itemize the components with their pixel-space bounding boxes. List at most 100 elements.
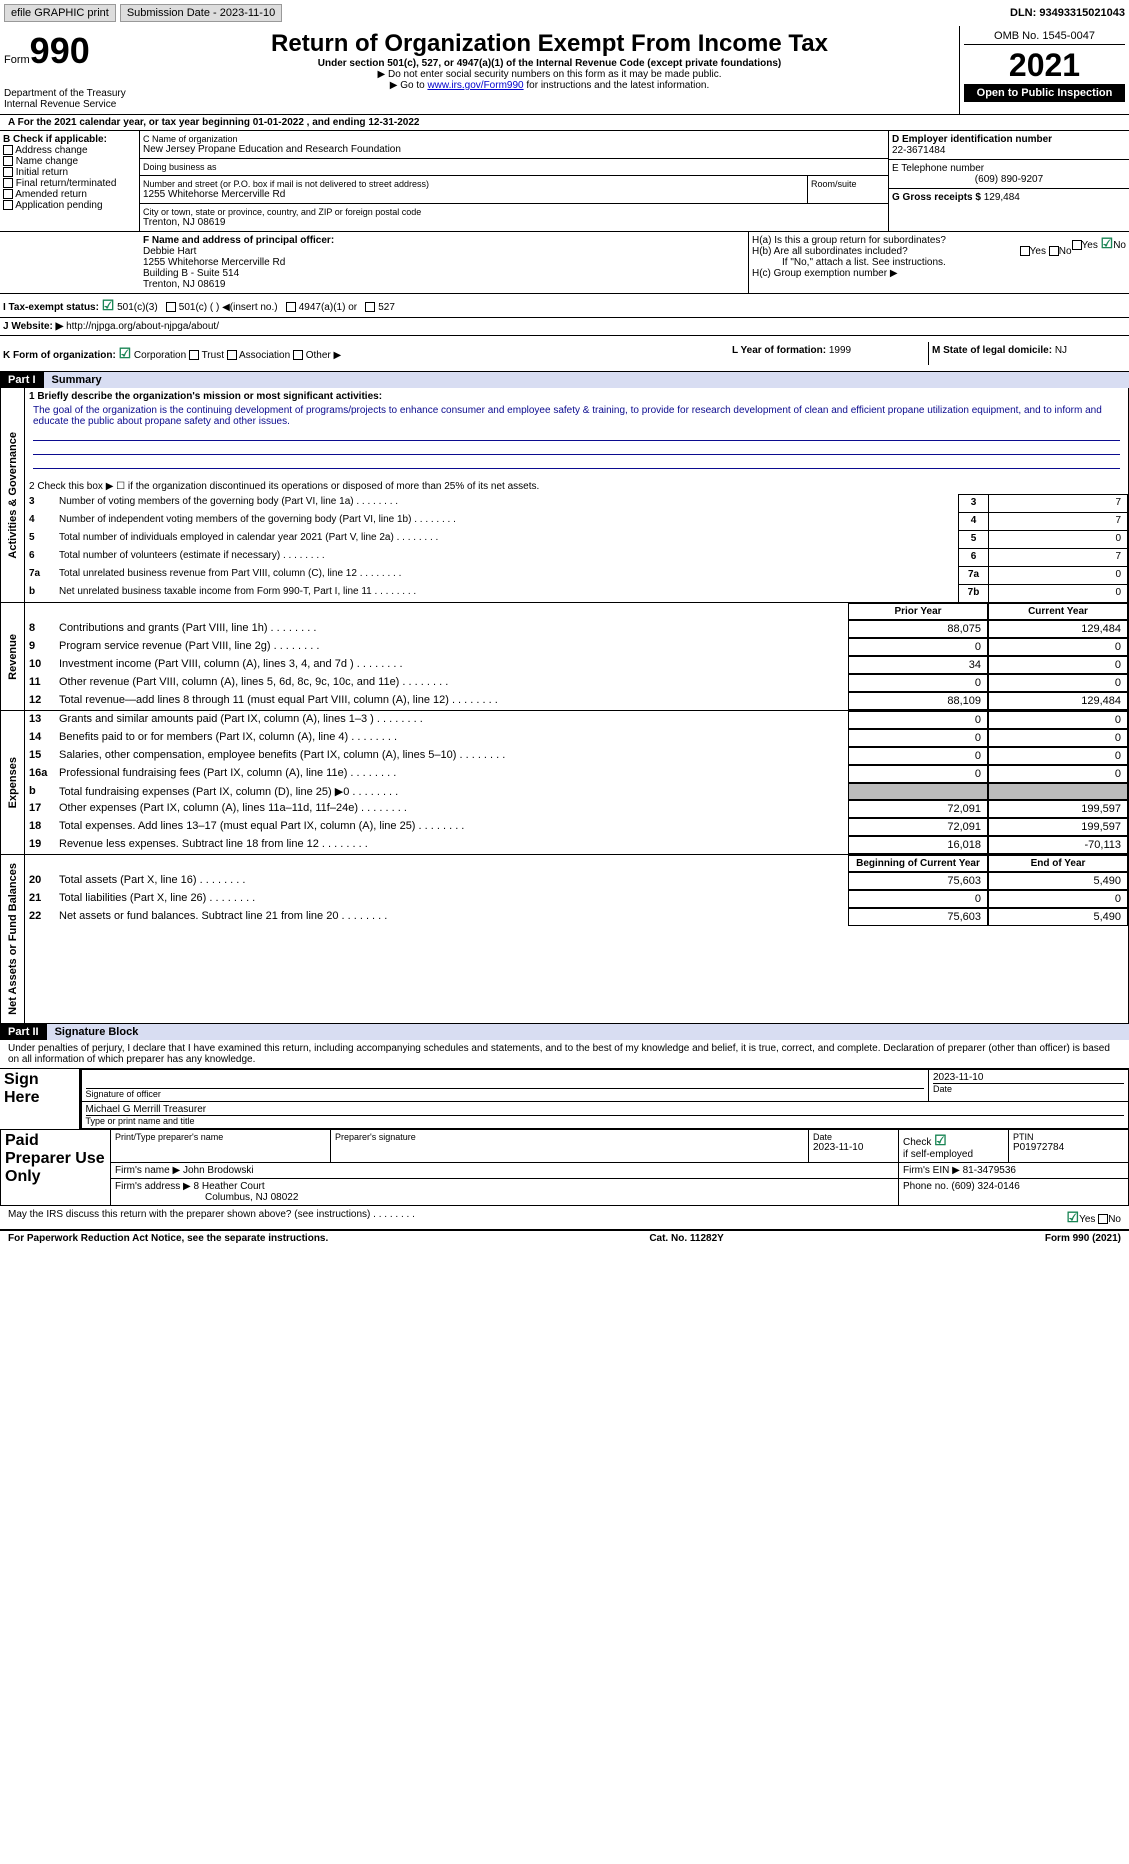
sign-here-label: Sign Here: [0, 1069, 80, 1128]
row-label: Total fundraising expenses (Part IX, col…: [55, 783, 848, 800]
ein-value: 22-3671484: [892, 145, 1126, 156]
data-row: 22 Net assets or fund balances. Subtract…: [25, 908, 1128, 926]
tax-year: 2021: [964, 47, 1125, 84]
paid-preparer-label: Paid Preparer Use Only: [1, 1129, 111, 1205]
ptin-label: PTIN: [1013, 1132, 1124, 1142]
row-value: 7: [988, 512, 1128, 530]
prep-sig-label: Preparer's signature: [335, 1132, 804, 1142]
section-a: A For the 2021 calendar year, or tax yea…: [0, 115, 1129, 131]
no-label: No: [1113, 240, 1126, 251]
firm-city: Columbus, NJ 08022: [115, 1192, 298, 1203]
row-label: Net unrelated business taxable income fr…: [55, 584, 958, 602]
may-irs-label: May the IRS discuss this return with the…: [8, 1209, 1067, 1226]
row-box-num: 3: [958, 494, 988, 512]
data-row: 9 Program service revenue (Part VIII, li…: [25, 638, 1128, 656]
row-num: 18: [25, 818, 55, 836]
prior-value: 75,603: [848, 872, 988, 890]
irs-link[interactable]: www.irs.gov/Form990: [427, 80, 523, 91]
row-num: 21: [25, 890, 55, 908]
row-num: 15: [25, 747, 55, 765]
current-value: 0: [988, 674, 1128, 692]
row-num: 13: [25, 711, 55, 729]
firm-addr-label: Firm's address ▶: [115, 1181, 191, 1192]
declaration-text: Under penalties of perjury, I declare th…: [0, 1040, 1129, 1069]
row-label: Number of voting members of the governin…: [55, 494, 958, 512]
prior-current-header: Prior Year Current Year: [25, 603, 1128, 620]
row-box-num: 7a: [958, 566, 988, 584]
efile-print-button[interactable]: efile GRAPHIC print: [4, 4, 116, 22]
row-num: 7a: [25, 566, 55, 584]
date-label: Date: [813, 1132, 894, 1142]
prior-value: 0: [848, 638, 988, 656]
row-num: 5: [25, 530, 55, 548]
note2-pre: ▶ Go to: [390, 80, 428, 91]
ptin-value: P01972784: [1013, 1142, 1124, 1153]
dln-label: DLN: 93493315021043: [1010, 7, 1125, 19]
row-num: 12: [25, 692, 55, 710]
year-formation: 1999: [829, 345, 851, 356]
officer-addr2: Building B - Suite 514: [143, 268, 745, 279]
data-row: 12 Total revenue—add lines 8 through 11 …: [25, 692, 1128, 710]
tax-opt: 501(c)(3): [117, 302, 158, 313]
data-row: 16a Professional fundraising fees (Part …: [25, 765, 1128, 783]
b-opt: Application pending: [3, 200, 136, 211]
b-opt-label: Name change: [16, 156, 78, 167]
k-label: K Form of organization:: [3, 350, 116, 361]
b-opt: Final return/terminated: [3, 178, 136, 189]
row-label: Total expenses. Add lines 13–17 (must eq…: [55, 818, 848, 836]
firm-name: John Brodowski: [183, 1165, 254, 1176]
b-label: B Check if applicable:: [3, 134, 136, 145]
data-row: 20 Total assets (Part X, line 16) 75,603…: [25, 872, 1128, 890]
l-label: L Year of formation:: [732, 345, 829, 356]
part1-title: Summary: [44, 372, 1129, 388]
underline: [33, 429, 1120, 441]
form-subtitle: Under section 501(c), 527, or 4947(a)(1)…: [144, 58, 955, 69]
row-label: Other revenue (Part VIII, column (A), li…: [55, 674, 848, 692]
row-num: 20: [25, 872, 55, 890]
begin-year-header: Beginning of Current Year: [848, 855, 988, 872]
row-label: Grants and similar amounts paid (Part IX…: [55, 711, 848, 729]
vert-governance: Activities & Governance: [5, 424, 21, 567]
row-num: 22: [25, 908, 55, 926]
row-num: 10: [25, 656, 55, 674]
c-name-label: C Name of organization: [143, 134, 885, 144]
q1-label: 1 Briefly describe the organization's mi…: [25, 388, 1128, 405]
summary-row: b Net unrelated business taxable income …: [25, 584, 1128, 602]
prior-value: 72,091: [848, 800, 988, 818]
data-row: 18 Total expenses. Add lines 13–17 (must…: [25, 818, 1128, 836]
data-row: 14 Benefits paid to or for members (Part…: [25, 729, 1128, 747]
block-i: I Tax-exempt status: ☑ 501(c)(3) 501(c) …: [0, 294, 1129, 318]
may-irs-row: May the IRS discuss this return with the…: [0, 1206, 1129, 1231]
row-num: 8: [25, 620, 55, 638]
form-note1: ▶ Do not enter social security numbers o…: [144, 69, 955, 80]
section-expenses: Expenses 13 Grants and similar amounts p…: [0, 711, 1129, 855]
phone-label: Phone no.: [903, 1181, 949, 1192]
row-value: 0: [988, 566, 1128, 584]
sig-date-val: 2023-11-10: [933, 1072, 1124, 1083]
current-value: [988, 783, 1128, 800]
row-value: 7: [988, 494, 1128, 512]
block-j: J Website: ▶ http://njpga.org/about-njpg…: [0, 318, 1129, 336]
prior-value: 0: [848, 674, 988, 692]
row-value: 7: [988, 548, 1128, 566]
state-domicile: NJ: [1055, 345, 1067, 356]
current-value: 0: [988, 656, 1128, 674]
prior-value: 72,091: [848, 818, 988, 836]
officer-name: Debbie Hart: [143, 246, 745, 257]
section-netassets: Net Assets or Fund Balances Beginning of…: [0, 855, 1129, 1024]
submission-button[interactable]: Submission Date - 2023-11-10: [120, 4, 282, 22]
row-label: Salaries, other compensation, employee b…: [55, 747, 848, 765]
summary-row: 4 Number of independent voting members o…: [25, 512, 1128, 530]
row-label: Total assets (Part X, line 16): [55, 872, 848, 890]
underline: [33, 457, 1120, 469]
k-opt: Corporation: [134, 350, 186, 361]
row-box-num: 4: [958, 512, 988, 530]
data-row: 8 Contributions and grants (Part VIII, l…: [25, 620, 1128, 638]
form-number: 990: [30, 30, 90, 71]
yes-label: Yes: [1030, 246, 1046, 257]
current-value: 129,484: [988, 692, 1128, 710]
form-note2: ▶ Go to www.irs.gov/Form990 for instruct…: [144, 80, 955, 91]
row-label: Total unrelated business revenue from Pa…: [55, 566, 958, 584]
b-opt-label: Address change: [15, 145, 87, 156]
part1-header: Part I: [0, 372, 44, 388]
